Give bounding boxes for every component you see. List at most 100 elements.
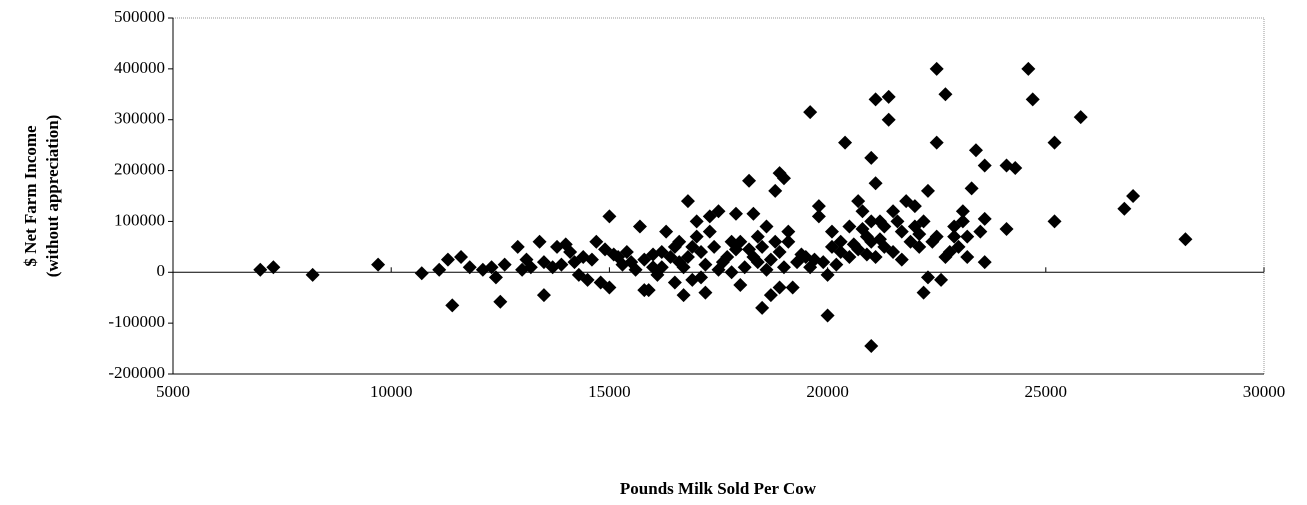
point [960,250,975,265]
point [912,227,927,242]
point [742,173,757,188]
y-tick-label: 0 [157,261,166,280]
point [768,234,783,249]
point [659,224,674,239]
point [523,260,538,275]
x-tick-label: 25000 [1025,382,1068,401]
point [580,272,595,287]
point [851,194,866,209]
point [1126,189,1141,203]
point [763,252,778,267]
point [707,239,722,254]
point [689,229,704,244]
point [781,224,796,239]
point [877,219,892,234]
point [833,234,848,249]
point [864,150,879,165]
point [685,272,700,287]
point [554,257,569,272]
point [672,255,687,270]
point [462,260,477,275]
point [794,247,809,262]
point [938,250,953,265]
y-tick-label: 200000 [114,159,165,178]
point [641,283,656,298]
y-tick-label: 500000 [114,7,165,26]
point [999,222,1014,237]
point [1178,232,1193,247]
point [929,61,944,76]
x-tick-label: 15000 [588,382,631,401]
point [371,257,386,272]
point [803,105,818,120]
point [510,239,525,254]
point [776,260,791,275]
point [868,92,883,107]
point [733,234,748,249]
point [763,288,778,303]
x-axis-title: Pounds Milk Sold Per Cow [620,479,817,498]
point [881,89,896,104]
point [934,272,949,287]
point [440,252,455,267]
point [842,250,857,265]
point [632,219,647,234]
point [676,288,691,303]
point [929,135,944,150]
y-axis-title: (without appreciation) [43,115,62,278]
point [602,280,617,295]
point [768,183,783,198]
point [563,244,578,259]
point [920,270,935,285]
point [759,262,774,277]
point [951,239,966,254]
point [938,87,953,102]
point [776,171,791,186]
point [820,308,835,323]
point [484,260,499,275]
point [772,280,787,295]
point [680,194,695,209]
y-axis-title: $ Net Farm Income [21,125,40,267]
point [584,252,599,267]
x-tick-label: 5000 [156,382,190,401]
point [1047,214,1062,229]
point [454,250,469,265]
point [650,267,665,282]
point [493,294,508,309]
point [955,214,970,229]
point [920,183,935,198]
point [750,229,765,244]
point [266,260,281,275]
point [724,265,739,280]
point [890,214,905,229]
point [816,255,831,270]
point [698,257,713,272]
point [619,244,634,259]
point [864,214,879,229]
y-tick-label: 300000 [114,109,165,128]
point [929,229,944,244]
plot-frame [172,17,1265,375]
point [606,247,621,262]
point [654,244,669,259]
point [759,219,774,234]
point [881,112,896,127]
point [868,250,883,265]
point [903,234,918,249]
point [838,135,853,150]
point [973,224,988,239]
x-tick-label: 30000 [1243,382,1286,401]
y-tick-label: -200000 [108,363,165,382]
point [445,298,460,313]
point [667,239,682,254]
point [711,262,726,277]
point [1047,135,1062,150]
point [253,262,268,277]
point [977,158,992,173]
x-tick-label: 10000 [370,382,413,401]
point [855,204,870,219]
point [833,244,848,259]
point [589,234,604,249]
